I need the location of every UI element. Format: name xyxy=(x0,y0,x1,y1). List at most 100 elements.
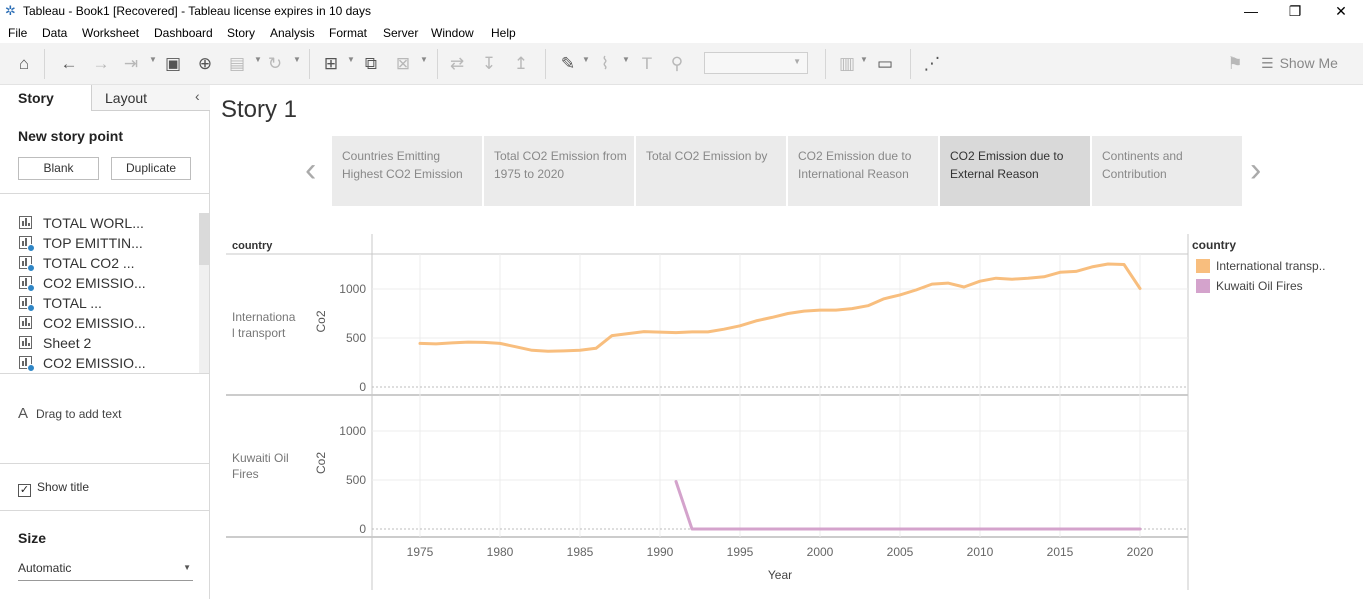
show-me-button[interactable]: ☰ Show Me xyxy=(1261,55,1338,72)
presentation-mode-icon[interactable]: ▭ xyxy=(876,54,894,73)
redo-icon[interactable]: → xyxy=(92,54,110,73)
x-tick-label: 1995 xyxy=(727,545,754,559)
story-point-caption: Countries Emitting Highest CO2 Emission xyxy=(342,149,463,181)
replay-icon[interactable]: ⇥ xyxy=(123,54,139,73)
worksheet-icon xyxy=(19,216,32,229)
tab-story[interactable]: Story xyxy=(0,85,92,111)
menu-story[interactable]: Story xyxy=(227,26,256,40)
home-icon[interactable]: ⌂ xyxy=(18,54,30,73)
story-point[interactable]: Countries Emitting Highest CO2 Emission xyxy=(332,136,482,206)
menu-file[interactable]: File xyxy=(8,26,28,40)
sheet-item[interactable]: Sheet 2 xyxy=(0,333,199,353)
story-point[interactable]: Continents and Contribution xyxy=(1092,136,1242,206)
highlight-dropdown-icon[interactable]: ▼ xyxy=(582,55,590,64)
series-line xyxy=(674,480,1142,531)
duplicate-button[interactable]: Duplicate xyxy=(111,157,191,180)
clear-dropdown-icon[interactable]: ▼ xyxy=(420,55,428,64)
restore-button[interactable]: ❐ xyxy=(1288,3,1302,19)
scrollbar-thumb[interactable] xyxy=(199,213,209,265)
fix-axes-icon[interactable]: ⚲ xyxy=(670,54,684,73)
sheet-item[interactable]: TOP EMITTIN... xyxy=(0,233,199,253)
highlight-icon[interactable]: ✎ xyxy=(560,54,576,73)
new-worksheet-dropdown-icon[interactable]: ▼ xyxy=(347,55,355,64)
story-point[interactable]: Total CO2 Emission from 1975 to 2020 xyxy=(484,136,634,206)
refresh-dropdown-icon[interactable]: ▼ xyxy=(293,55,301,64)
size-select[interactable]: Automatic ▼ xyxy=(18,561,193,581)
x-tick-label: 2005 xyxy=(887,545,914,559)
sheet-item-label: CO2 EMISSIO... xyxy=(43,275,146,291)
fit-icon[interactable]: ▥ xyxy=(838,54,856,73)
worksheet-used-icon xyxy=(19,276,35,292)
share-icon[interactable]: ⋰ xyxy=(923,54,941,73)
fit-dropdown-icon[interactable]: ▼ xyxy=(860,55,868,64)
sort-descending-icon[interactable]: ↥ xyxy=(513,54,529,73)
legend-item[interactable]: International transp.. xyxy=(1196,259,1325,273)
replay-dropdown-icon[interactable]: ▼ xyxy=(149,55,157,64)
menu-format[interactable]: Format xyxy=(329,26,368,40)
sheet-item[interactable]: CO2 EMISSIO... xyxy=(0,313,199,333)
sheet-item-label: TOTAL CO2 ... xyxy=(43,255,135,271)
undo-icon[interactable]: ← xyxy=(60,54,78,73)
legend-title: country xyxy=(1192,238,1237,252)
menu-server[interactable]: Server xyxy=(383,26,419,40)
menu-data[interactable]: Data xyxy=(42,26,68,40)
pause-dropdown-icon[interactable]: ▼ xyxy=(254,55,262,64)
menu-analysis[interactable]: Analysis xyxy=(270,26,315,40)
story-point[interactable]: Total CO2 Emission by xyxy=(636,136,786,206)
worksheet-used-icon xyxy=(19,356,35,372)
x-tick-label: 1985 xyxy=(567,545,594,559)
drag-to-add-text-item[interactable]: A Drag to add text xyxy=(18,405,121,422)
show-title-label: Show title xyxy=(37,480,90,494)
menu-help[interactable]: Help xyxy=(491,26,516,40)
legend-item[interactable]: Kuwaiti Oil Fires xyxy=(1196,279,1303,293)
x-tick-label: 1990 xyxy=(647,545,674,559)
group-members-icon[interactable]: ⌇ xyxy=(600,54,610,73)
legend-label: International transp.. xyxy=(1216,259,1326,273)
story-point-active[interactable]: CO2 Emission due to External Reason xyxy=(940,136,1090,206)
show-title-option[interactable]: ✓ Show title xyxy=(18,480,89,497)
blank-button[interactable]: Blank xyxy=(18,157,99,180)
tab-layout[interactable]: Layout ‹ xyxy=(92,85,210,110)
toolbar-separator xyxy=(825,49,826,79)
sheet-item[interactable]: TOTAL CO2 ... xyxy=(0,253,199,273)
menu-worksheet[interactable]: Worksheet xyxy=(82,26,140,40)
fit-width-combo[interactable]: ▼ xyxy=(704,52,808,74)
save-icon[interactable]: ▣ xyxy=(164,54,182,73)
collapse-icon[interactable]: ‹ xyxy=(195,88,200,104)
story-next-arrow[interactable]: › xyxy=(1250,151,1262,189)
drag-to-add-text-label: Drag to add text xyxy=(36,407,122,421)
toolbar-separator xyxy=(437,49,438,79)
sheet-item-label: TOP EMITTIN... xyxy=(43,235,143,251)
clear-sheet-icon[interactable]: ⊠ xyxy=(395,54,411,73)
group-dropdown-icon[interactable]: ▼ xyxy=(622,55,630,64)
row-header-title: country xyxy=(232,240,273,252)
show-mark-labels-icon[interactable]: T xyxy=(641,54,653,73)
sheet-list-scrollbar[interactable] xyxy=(199,213,209,373)
toolbar: ⌂ ← → ⇥ ▼ ▣ ⊕ ▤ ▼ ↻ ▼ ⊞ ▼ ⧉ ⊠ ▼ ⇄ ↧ ↥ ✎ … xyxy=(0,43,1363,85)
refresh-icon[interactable]: ↻ xyxy=(267,54,283,73)
sheet-item[interactable]: CO2 EMISSIO... xyxy=(0,273,199,293)
duplicate-sheet-icon[interactable]: ⧉ xyxy=(364,54,378,73)
worksheet-icon xyxy=(19,316,32,329)
story-point-caption: Continents and Contribution xyxy=(1102,149,1183,181)
story-prev-arrow[interactable]: ‹ xyxy=(305,151,317,189)
sort-ascending-icon[interactable]: ↧ xyxy=(481,54,497,73)
new-data-source-icon[interactable]: ⊕ xyxy=(197,54,213,73)
menu-dashboard[interactable]: Dashboard xyxy=(154,26,213,40)
show-me-icon: ☰ xyxy=(1261,55,1274,71)
story-title: Story 1 xyxy=(221,96,298,123)
sheet-item[interactable]: TOTAL ... xyxy=(0,293,199,313)
new-worksheet-icon[interactable]: ⊞ xyxy=(323,54,339,73)
format-painter-icon[interactable]: ⚑ xyxy=(1227,54,1243,73)
story-point[interactable]: CO2 Emission due to International Reason xyxy=(788,136,938,206)
swap-rows-columns-icon[interactable]: ⇄ xyxy=(449,54,465,73)
y-tick-label: 500 xyxy=(346,331,366,345)
close-button[interactable]: ✕ xyxy=(1335,3,1347,19)
sheet-item[interactable]: CO2 EMISSIO... xyxy=(0,353,199,373)
menu-window[interactable]: Window xyxy=(431,26,474,40)
divider xyxy=(0,373,210,374)
minimize-button[interactable]: — xyxy=(1244,3,1258,19)
sheet-item[interactable]: TOTAL WORL... xyxy=(0,213,199,233)
show-title-checkbox[interactable]: ✓ xyxy=(18,484,31,497)
pause-updates-icon[interactable]: ▤ xyxy=(228,54,246,73)
